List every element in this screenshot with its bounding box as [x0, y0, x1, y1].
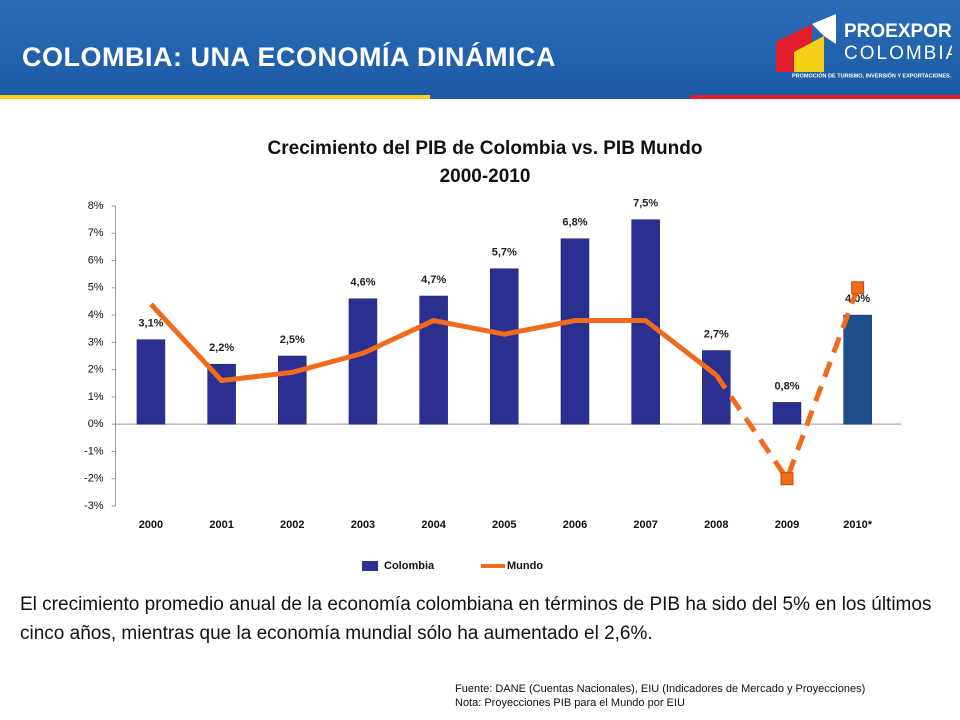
bar [772, 402, 802, 425]
bar [843, 314, 872, 425]
value-label: 5,7% [492, 247, 517, 259]
x-tick-label: 2009 [775, 519, 799, 531]
chart: Crecimiento del PIB de Colombia vs. PIB … [84, 138, 901, 572]
value-label: 4,0% [845, 293, 870, 305]
footnotes: Fuente: DANE (Cuentas Nacionales), EIU (… [455, 682, 865, 710]
x-tick-label: 2004 [421, 519, 446, 531]
logo-tagline: PROMOCIÓN DE TURISMO, INVERSIÓN Y EXPORT… [792, 71, 952, 79]
bar [136, 339, 166, 425]
value-label: 3,1% [138, 318, 163, 330]
color-stripe [0, 95, 960, 99]
logo-bottom: COLOMBIA [844, 43, 952, 64]
bar [278, 355, 307, 425]
x-tick-label: 2003 [351, 519, 375, 531]
line-marker [851, 281, 865, 295]
x-tick-label: 2001 [209, 519, 233, 531]
bar [560, 238, 590, 425]
y-tick-label: 5% [88, 282, 104, 294]
value-label: 0,8% [774, 380, 799, 392]
legend-label: Colombia [384, 560, 435, 572]
header-band: COLOMBIA: UNA ECONOMÍA DINÁMICA PROEXPOR… [0, 0, 960, 95]
legend-swatch [362, 561, 378, 571]
stripe-blue [430, 95, 690, 99]
value-label: 4,6% [350, 277, 375, 289]
y-tick-label: 2% [88, 364, 104, 376]
logo: PROEXPORT COLOMBIA PROMOCIÓN DE TURISMO,… [776, 14, 952, 79]
x-tick-label: 2008 [704, 519, 728, 531]
value-label: 4,7% [421, 274, 446, 286]
value-label: 6,8% [562, 217, 587, 229]
bar [207, 363, 236, 425]
footnote: Nota: Proyecciones PIB para el Mundo por… [455, 697, 685, 709]
y-tick-label: -3% [84, 500, 104, 512]
value-label: 2,2% [209, 342, 234, 354]
stripe-red [690, 95, 960, 99]
x-tick-label: 2006 [563, 519, 587, 531]
bar [490, 268, 519, 425]
line-marker [780, 472, 794, 486]
x-tick-label: 2005 [492, 519, 516, 531]
logo-white [812, 14, 836, 44]
line-series [714, 286, 861, 482]
value-label: 7,5% [633, 198, 658, 210]
x-tick-label: 2002 [280, 519, 304, 531]
chart-subtitle: 2000-2010 [440, 166, 531, 187]
line-series [149, 302, 718, 384]
x-tick-label: 2000 [139, 519, 163, 531]
x-tick-label: 2010* [843, 519, 872, 531]
y-tick-label: -2% [84, 473, 104, 485]
x-tick-label: 2007 [633, 519, 657, 531]
footnote: Fuente: DANE (Cuentas Nacionales), EIU (… [455, 683, 866, 695]
y-tick-label: -1% [84, 445, 104, 457]
legend-label: Mundo [507, 560, 543, 572]
y-tick-label: 8% [88, 200, 104, 212]
y-tick-label: 4% [88, 309, 104, 321]
logo-top: PROEXPORT [844, 21, 952, 42]
bar [419, 295, 448, 425]
chart-title: Crecimiento del PIB de Colombia vs. PIB … [268, 138, 703, 159]
y-tick-label: 3% [88, 336, 104, 348]
y-tick-label: 6% [88, 254, 104, 266]
value-label: 2,7% [704, 328, 729, 340]
body-text: El crecimiento promedio anual de la econ… [20, 594, 932, 644]
stripe-yellow [0, 95, 430, 99]
slide-title: COLOMBIA: UNA ECONOMÍA DINÁMICA [22, 42, 556, 72]
y-tick-label: 1% [88, 391, 104, 403]
y-tick-label: 7% [88, 227, 104, 239]
value-label: 2,5% [280, 334, 305, 346]
y-tick-label: 0% [88, 418, 104, 430]
bar [348, 298, 378, 425]
logo-yellow [794, 36, 824, 72]
